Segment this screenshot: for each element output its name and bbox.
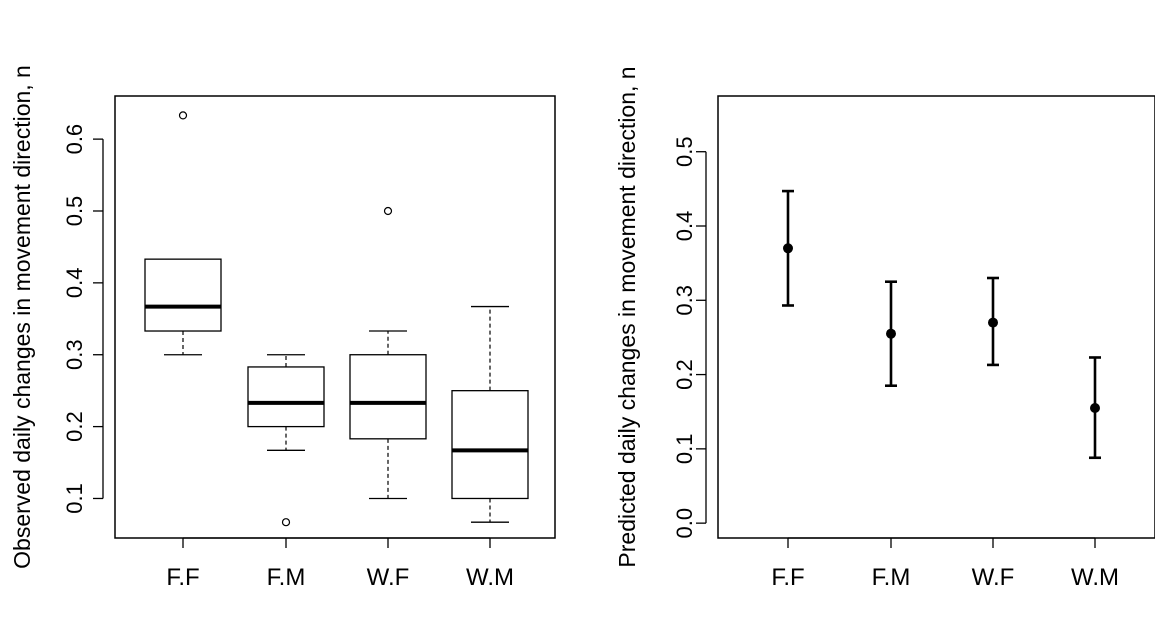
- iqr-box: [451, 390, 529, 500]
- iqr-box: [247, 366, 325, 428]
- errorbar-f-f: [782, 189, 794, 307]
- y-tick-label: 0.4: [62, 268, 87, 299]
- x-tick-label: W.F: [367, 564, 410, 591]
- predicted-errorbar-panel: Predicted daily changes in movement dire…: [614, 66, 1155, 591]
- y-tick-label: 0.0: [672, 508, 697, 539]
- y-tick-label: 0.4: [672, 211, 697, 242]
- error-bars: [782, 189, 1101, 460]
- x-tick-label: F.M: [267, 564, 306, 591]
- errorbar-w-m: [1089, 356, 1101, 460]
- box-w-m: [451, 305, 529, 523]
- outlier-point: [281, 518, 291, 527]
- estimate-point: [988, 317, 998, 328]
- x-tick-label: W.M: [1071, 564, 1119, 591]
- x-tick-label: W.M: [466, 564, 514, 591]
- y-axis-label: Observed daily changes in movement direc…: [9, 65, 35, 569]
- y-tick-label: 0.6: [62, 124, 87, 155]
- y-axis: 0.0 0.1 0.2 0.3 0.4 0.5: [672, 136, 707, 539]
- y-axis: 0.1 0.2 0.3 0.4 0.5 0.6: [62, 124, 104, 514]
- y-tick-label: 0.3: [62, 339, 87, 370]
- iqr-box: [349, 354, 427, 440]
- x-axis: F.F F.M W.F W.M: [166, 537, 514, 591]
- x-tick-label: F.F: [166, 564, 199, 591]
- outlier-point: [383, 206, 393, 216]
- errorbar-f-m: [885, 280, 897, 388]
- y-tick-label: 0.1: [672, 434, 697, 465]
- boxes: [144, 111, 529, 527]
- estimate-point: [783, 243, 793, 254]
- y-tick-label: 0.1: [62, 483, 87, 514]
- x-axis: F.F F.M W.F W.M: [771, 537, 1119, 591]
- y-tick-label: 0.5: [62, 196, 87, 227]
- estimate-point: [1090, 403, 1100, 413]
- x-tick-label: F.F: [771, 564, 804, 591]
- y-tick-label: 0.5: [672, 136, 697, 167]
- outlier-point: [178, 111, 188, 120]
- box-w-f: [349, 206, 427, 500]
- estimate-point: [886, 328, 896, 339]
- plot-frame: [717, 95, 1155, 539]
- box-f-m: [247, 354, 325, 527]
- x-tick-label: W.F: [972, 564, 1015, 591]
- y-tick-label: 0.3: [672, 285, 697, 316]
- x-tick-label: F.M: [872, 564, 911, 591]
- errorbar-w-f: [987, 276, 999, 367]
- y-tick-label: 0.2: [62, 411, 87, 442]
- box-f-f: [144, 111, 222, 356]
- y-tick-label: 0.2: [672, 359, 697, 390]
- iqr-box: [144, 258, 222, 332]
- y-axis-label: Predicted daily changes in movement dire…: [614, 66, 640, 567]
- observed-boxplot-panel: Observed daily changes in movement direc…: [9, 65, 556, 591]
